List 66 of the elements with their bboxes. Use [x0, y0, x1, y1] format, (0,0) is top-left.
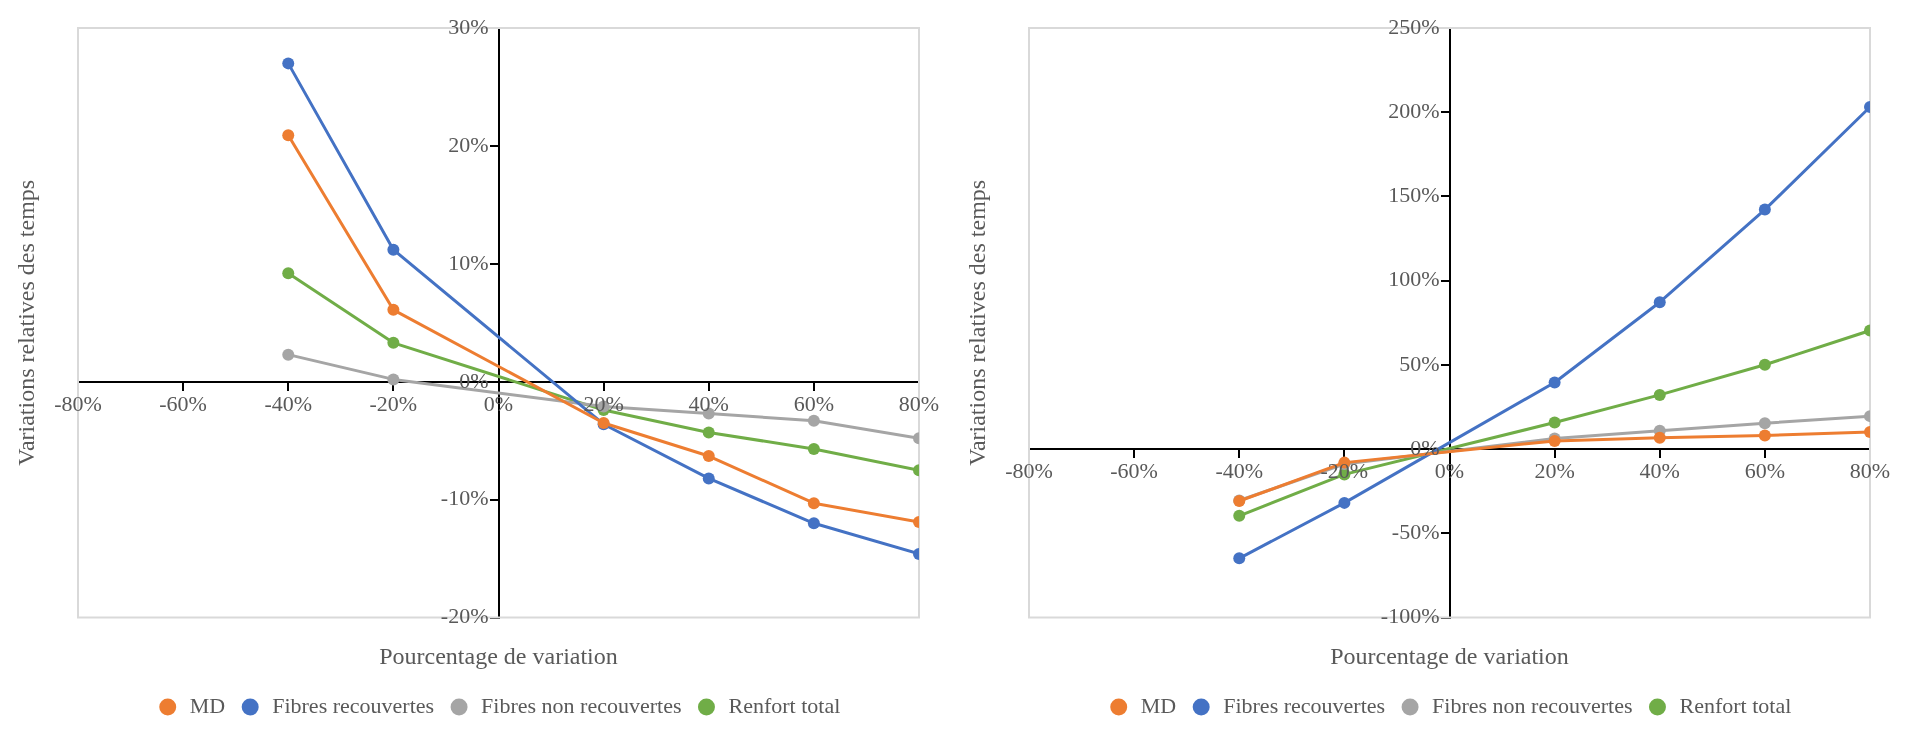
x-tick-label: 80%: [898, 390, 940, 416]
legend-label: MD: [1140, 692, 1177, 718]
x-tick-label: 40%: [688, 390, 729, 416]
point: [1758, 203, 1771, 216]
point: [387, 243, 400, 256]
x-tick-label: 40%: [1639, 457, 1680, 483]
x-tick-label: -80%: [1005, 457, 1053, 483]
y-tick-label: 100%: [1388, 266, 1440, 292]
legend-label: Fibres non recouvertes: [1432, 692, 1633, 718]
x-tick-label: 20%: [583, 390, 624, 416]
x-tick-label: 20%: [1534, 457, 1575, 483]
y-tick-label: 150%: [1388, 182, 1440, 208]
point: [807, 517, 820, 530]
legend-label: MD: [189, 692, 226, 718]
y-tick-label: 20%: [448, 131, 489, 157]
y-tick-label: 10%: [448, 249, 489, 275]
point: [387, 336, 400, 349]
y-tick-label: -100%: [1380, 603, 1440, 629]
y-tick-label: -20%: [440, 603, 489, 629]
legend-label: Fibres recouvertes: [272, 692, 435, 718]
point: [807, 414, 820, 427]
x-tick-label: 80%: [1849, 457, 1891, 483]
y-tick-label: 250%: [1388, 13, 1440, 39]
point: [282, 57, 295, 70]
y-tick-label: 30%: [448, 13, 489, 39]
x-tick-label: -40%: [264, 390, 313, 416]
x-axis-title: Pourcentage de variation: [1330, 642, 1569, 669]
point: [1233, 509, 1246, 522]
x-tick-label: -40%: [1215, 457, 1264, 483]
point: [702, 426, 715, 439]
point: [1548, 416, 1561, 429]
point: [1653, 388, 1666, 401]
x-tick-label: 60%: [793, 390, 835, 416]
legend-label: Fibres recouvertes: [1223, 692, 1386, 718]
x-axis-title: Pourcentage de variation: [379, 642, 618, 669]
point: [1758, 358, 1771, 371]
point: [1758, 417, 1771, 430]
point: [1233, 552, 1246, 565]
y-axis-title: Variations relatives des temps: [13, 179, 40, 466]
point: [1758, 429, 1771, 442]
point: [387, 373, 400, 386]
y-tick-label: -10%: [440, 485, 489, 511]
point: [282, 129, 295, 142]
point: [1548, 376, 1561, 389]
x-tick-label: -60%: [159, 390, 207, 416]
legend-label: Renfort total: [728, 692, 841, 718]
y-tick-label: 50%: [1399, 350, 1440, 376]
x-tick-label: -60%: [1110, 457, 1158, 483]
point: [807, 497, 820, 510]
point: [1338, 496, 1351, 509]
point: [282, 267, 295, 280]
legend-label: Renfort total: [1679, 692, 1792, 718]
point: [1653, 296, 1666, 309]
point: [702, 450, 715, 463]
point: [1653, 431, 1666, 444]
x-tick-label: -20%: [369, 390, 418, 416]
point: [702, 472, 715, 485]
x-tick-label: 60%: [1744, 457, 1786, 483]
y-tick-label: -50%: [1391, 519, 1440, 545]
x-tick-label: -80%: [54, 390, 102, 416]
legend-label: Fibres non recouvertes: [481, 692, 682, 718]
point: [807, 442, 820, 455]
point: [282, 348, 295, 361]
point: [387, 303, 400, 316]
y-tick-label: 200%: [1388, 98, 1440, 124]
y-axis-title: Variations relatives des temps: [964, 179, 991, 466]
